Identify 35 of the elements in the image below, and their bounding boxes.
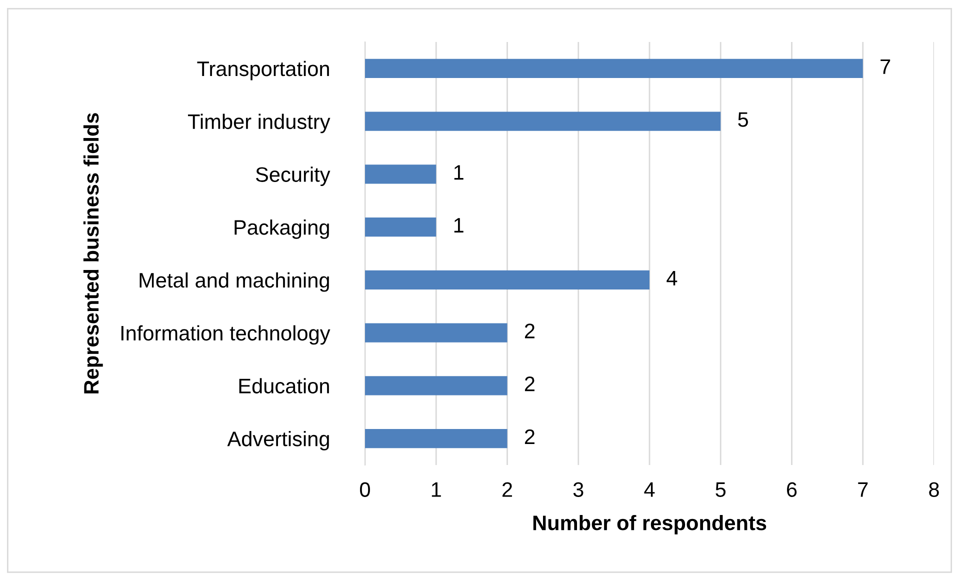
x-tick-label: 8 [929,482,939,497]
data-label: 2 [524,429,534,444]
bar [365,218,436,237]
data-label: 7 [880,59,890,74]
bar [365,112,721,131]
data-label: 1 [454,165,464,180]
x-tick-label: 4 [644,482,655,497]
x-axis-title: Number of respondents [533,514,766,534]
bar [365,323,508,342]
y-tick-label: Metal and machining [140,272,329,292]
x-tick-label: 5 [716,482,726,497]
y-tick-label: Education [239,378,329,394]
x-tick-label: 1 [432,482,441,497]
data-label: 2 [524,376,534,392]
y-tick-label: Packaging [234,220,329,239]
y-tick-label: Transportation [197,60,329,80]
x-tick-label: 0 [360,482,370,497]
data-label: 4 [666,270,678,286]
x-tick-label: 7 [858,482,868,497]
bar [365,376,508,396]
data-label: 5 [738,112,748,127]
y-tick-label: Advertising [227,431,329,450]
y-tick-label: Information technology [121,325,330,345]
bar [365,270,650,290]
y-tick-label: Security [256,166,330,186]
y-axis-title: Represented business fields [83,113,103,394]
data-label: 2 [524,324,534,338]
bar [365,58,863,78]
x-tick-label: 3 [573,482,584,497]
x-tick-label: 2 [502,482,512,497]
bar [365,429,508,448]
x-tick-label: 6 [787,482,797,497]
data-label: 1 [454,218,464,232]
bar [365,164,436,184]
y-tick-label: Timber industry [188,114,330,134]
